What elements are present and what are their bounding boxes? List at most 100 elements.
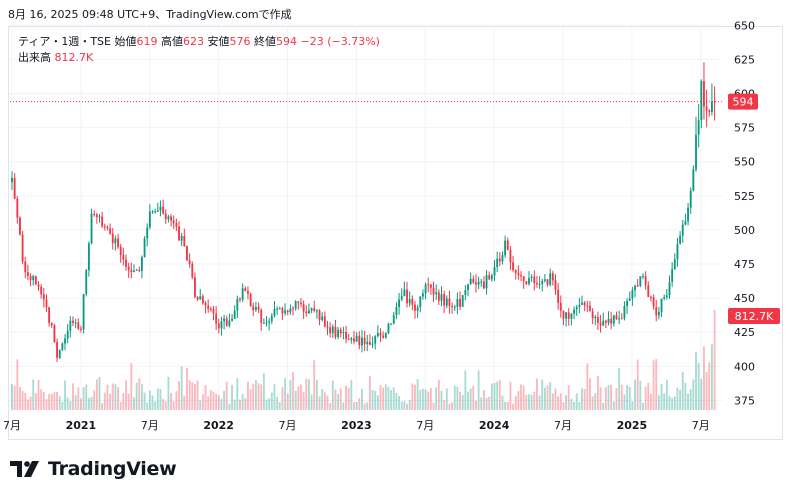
candle-body xyxy=(445,298,448,306)
volume-bar xyxy=(355,402,358,410)
volume-bar xyxy=(337,394,340,410)
candle-body xyxy=(673,259,676,270)
volume-bar xyxy=(24,392,27,410)
candle-body xyxy=(310,308,313,311)
volume-bar xyxy=(220,398,223,410)
candle-body xyxy=(37,284,40,287)
candle-body xyxy=(536,283,538,285)
volume-bar xyxy=(578,401,581,410)
candle-body xyxy=(111,233,114,244)
volume-bar xyxy=(652,360,655,410)
candle-body xyxy=(127,266,130,270)
volume-bar xyxy=(257,383,260,410)
volume-bar xyxy=(64,380,66,410)
candle-body xyxy=(125,259,127,267)
volume-bar xyxy=(13,385,16,410)
volume-bars xyxy=(11,310,716,410)
candle-body xyxy=(140,257,143,271)
candle-body xyxy=(270,315,273,322)
high-value: 623 xyxy=(183,35,204,48)
candle-body xyxy=(119,247,122,256)
candle-body xyxy=(228,320,231,326)
candle-body xyxy=(331,326,334,334)
candle-body xyxy=(183,235,186,247)
candle-body xyxy=(594,316,597,319)
candle-body xyxy=(562,310,565,319)
volume-bar xyxy=(671,397,674,410)
candle-body xyxy=(575,306,578,310)
candle-body xyxy=(69,320,72,331)
volume-bar xyxy=(538,395,541,410)
volume-bar xyxy=(689,389,692,410)
volume-bar xyxy=(225,381,228,410)
volume-bar xyxy=(543,387,546,410)
volume-bar xyxy=(581,388,583,410)
candle-body xyxy=(573,309,575,314)
candle-body xyxy=(292,308,294,310)
candle-body xyxy=(212,309,215,314)
volume-bar xyxy=(11,383,13,410)
candle-body xyxy=(80,328,82,330)
candle-body xyxy=(215,313,218,324)
candle-body xyxy=(29,276,32,281)
volume-bar xyxy=(56,391,58,410)
candle-body xyxy=(48,307,51,323)
candle-body xyxy=(50,322,53,326)
volume-bar xyxy=(530,394,533,410)
candle-body xyxy=(93,213,96,215)
candle-body xyxy=(345,331,347,340)
volume-bar xyxy=(342,402,345,410)
candle-body xyxy=(559,302,562,311)
candle-body xyxy=(260,309,263,323)
candle-body xyxy=(464,290,467,296)
candle-body xyxy=(501,255,504,262)
candle-body xyxy=(427,284,430,286)
volume-bar xyxy=(199,400,202,410)
volume-bar xyxy=(347,387,350,410)
volume-bar xyxy=(122,393,125,410)
volume-bar xyxy=(697,362,700,410)
candle-body xyxy=(138,269,141,271)
volume-bar xyxy=(133,397,135,410)
volume-bar xyxy=(384,384,387,410)
candle-body xyxy=(504,240,507,256)
candlestick-chart[interactable]: 375400425450475500525550575600625650 7月2… xyxy=(0,0,793,445)
candle-body xyxy=(334,326,337,338)
candle-body xyxy=(199,296,202,300)
volume-bar xyxy=(61,401,64,410)
volume-bar xyxy=(53,391,56,410)
volume-bar xyxy=(82,387,85,410)
volume-bar xyxy=(164,401,167,410)
candle-body xyxy=(172,220,175,223)
volume-bar xyxy=(472,385,475,410)
volume-bar xyxy=(514,395,517,410)
volume-bar xyxy=(422,388,424,410)
volume-bar xyxy=(201,394,204,410)
tradingview-logo[interactable]: TradingView xyxy=(10,458,177,480)
candle-body xyxy=(265,322,268,324)
candle-body xyxy=(329,327,332,334)
candle-body xyxy=(106,227,109,229)
symbol-label[interactable]: ティア・1週・TSE xyxy=(18,35,111,48)
candle-body xyxy=(257,306,260,310)
brand-name: TradingView xyxy=(48,458,177,480)
volume-bar xyxy=(615,388,618,410)
candle-body xyxy=(543,279,546,281)
volume-bar xyxy=(270,392,273,410)
volume-bar xyxy=(87,397,90,410)
candle-body xyxy=(477,281,480,285)
candle-body xyxy=(167,216,170,220)
volume-bar xyxy=(212,391,215,410)
volume-bar xyxy=(284,378,287,410)
candle-body xyxy=(533,276,536,284)
volume-bar xyxy=(480,397,483,410)
volume-bar xyxy=(188,380,191,410)
candle-body xyxy=(146,227,149,239)
volume-bar xyxy=(310,394,313,410)
volume-bar xyxy=(541,379,544,410)
candle-body xyxy=(665,295,668,298)
volume-bar xyxy=(315,379,318,410)
volume-bar xyxy=(244,398,247,410)
volume-bar xyxy=(692,379,695,410)
candle-body xyxy=(435,292,438,295)
